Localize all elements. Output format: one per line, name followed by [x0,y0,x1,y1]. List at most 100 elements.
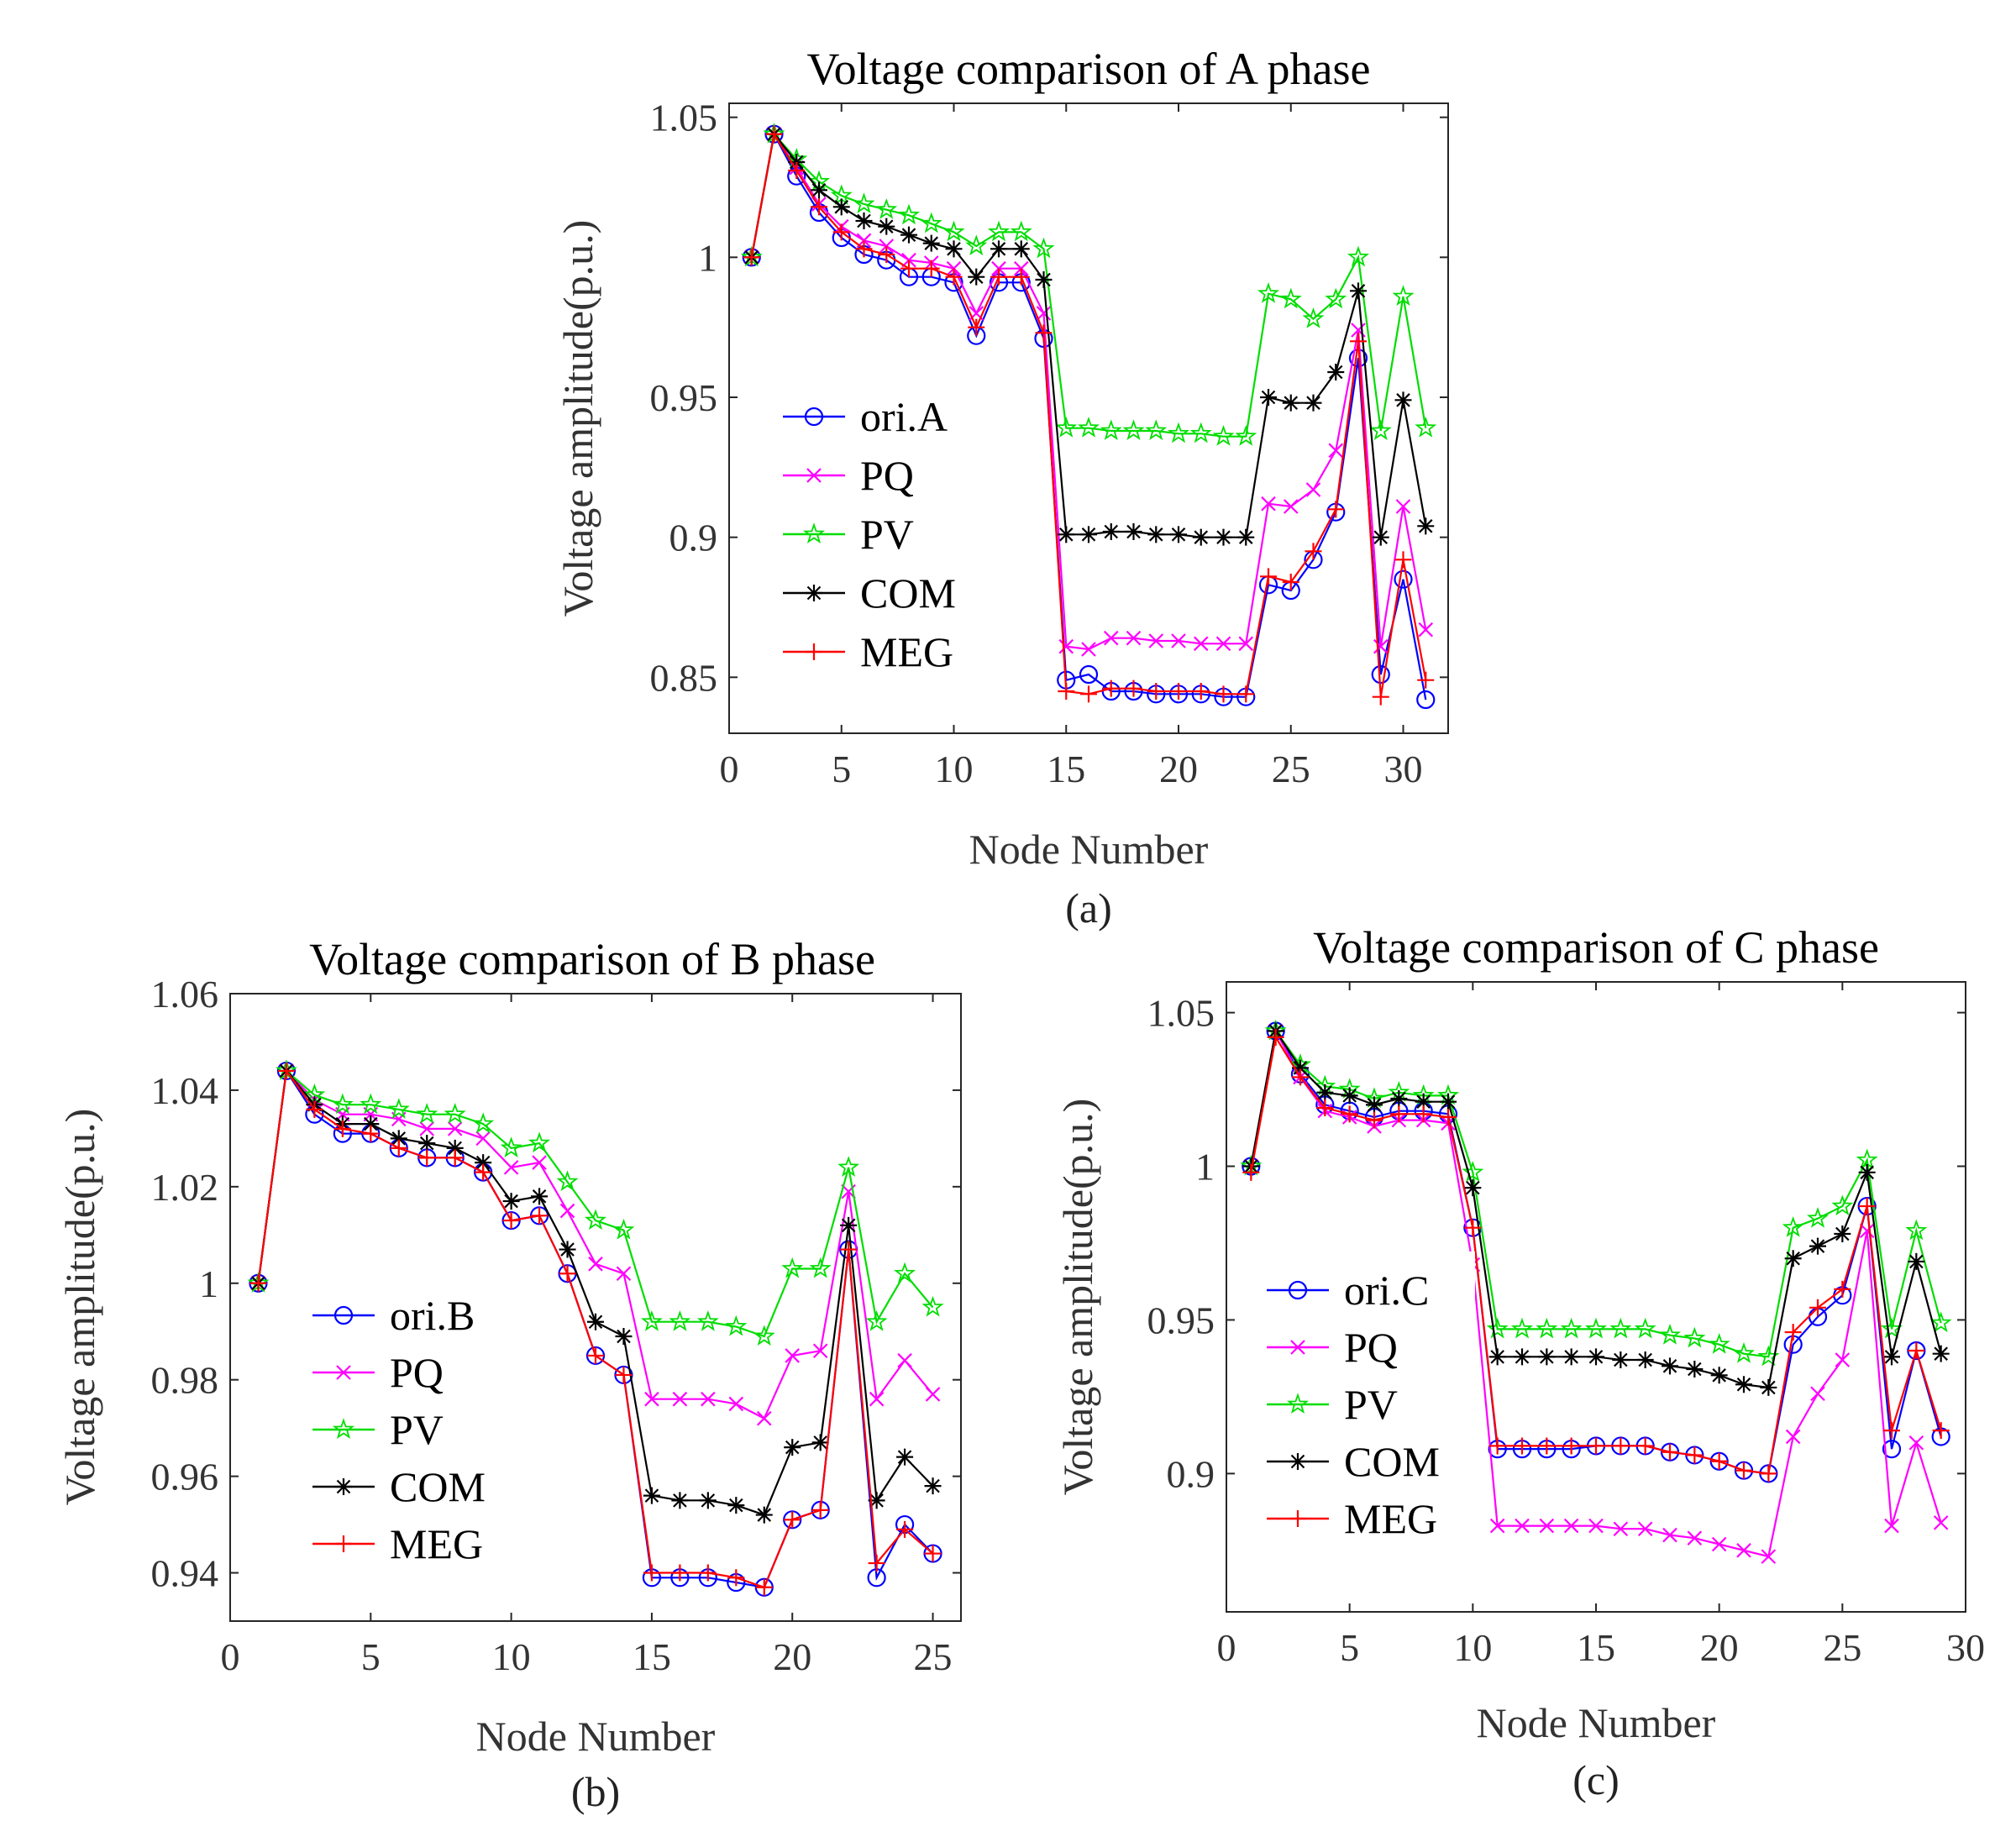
point-com [1417,517,1435,535]
x-tick-label: 10 [935,748,974,790]
point-com [643,1487,660,1504]
point-pq [1588,1518,1604,1534]
point-pq [1761,1549,1777,1564]
legend-c: ori.C PQ PV COM MEG [1257,1252,1475,1542]
point-meg [755,1578,773,1596]
point-pv [1257,282,1280,303]
point-pq [672,1391,688,1407]
legend-marker [806,643,822,660]
legend-marker [1288,1280,1308,1300]
point-meg [1125,680,1142,697]
legend-item-com: COM [312,1463,486,1510]
point-pv [416,1103,438,1124]
point-meg [1192,683,1210,700]
point-meg [699,1564,717,1582]
point-com [1612,1351,1630,1368]
point-meg [1784,1324,1802,1341]
point-com [1192,528,1210,546]
point-pq [1373,638,1389,654]
point-meg [922,260,940,277]
x-tick-label: 15 [1577,1626,1615,1669]
point-meg [249,1274,267,1292]
point-com [1394,391,1412,409]
point-meg [1327,501,1345,518]
series-a [740,123,1437,710]
x-tick-label: 25 [1823,1626,1861,1669]
point-com [1440,1093,1457,1110]
point-meg [868,1555,885,1572]
point-pq [1261,496,1276,512]
point-com [1012,240,1030,258]
point-meg [811,198,827,216]
point-meg [277,1062,295,1079]
point-com [1237,528,1255,546]
point-com [1327,364,1345,380]
legend-label: PV [860,511,914,558]
point-pv [942,220,965,242]
x-tick-label: 5 [361,1635,381,1678]
point-pq [1662,1527,1677,1543]
point-pq [644,1391,659,1407]
legend-item-com: COM [1267,1438,1440,1485]
point-pq [1637,1521,1653,1536]
point-pq [1785,1429,1801,1445]
point-meg [855,240,873,258]
point-com [1514,1348,1530,1366]
point-meg [1908,1342,1925,1360]
point-pv [1708,1333,1730,1354]
point-ori [1079,664,1099,685]
legend-label: PV [1344,1381,1398,1428]
legend-item-pv: PV [783,511,914,558]
point-com [587,1313,604,1330]
legend-marker [806,468,822,483]
point-pq [728,1396,744,1412]
point-pv [472,1112,495,1134]
point-pv [1302,307,1325,328]
point-pq [1835,1352,1851,1367]
point-meg [765,125,783,143]
point-com [968,268,985,286]
x-tick-label: 20 [773,1635,811,1678]
point-pv [1584,1317,1608,1339]
point-com [727,1497,745,1514]
point-ori [1394,569,1413,589]
point-com [1080,526,1097,543]
point-com [1292,1059,1309,1077]
point-com [1390,1090,1408,1108]
point-com [896,1448,914,1466]
point-meg [306,1100,323,1118]
point-meg [1440,1108,1457,1126]
point-pv [1462,1161,1484,1182]
ticks-a: 0 5 10 15 20 25 30 0.85 0.9 0.95 1 1.05 [650,97,1448,790]
caption-a: (a) [1065,884,1112,931]
point-meg [1242,1163,1260,1181]
point-pv [1077,417,1100,438]
point-pq [1395,499,1411,514]
point-pq [1215,636,1231,652]
y-tick-label: 0.94 [151,1552,219,1595]
x-tick-label: 5 [1340,1626,1359,1669]
point-com [1908,1252,1925,1270]
point-pv [1831,1194,1854,1216]
point-com [945,240,963,258]
point-pq [1193,636,1209,652]
point-pv [444,1103,466,1124]
point-com [840,1216,858,1234]
point-meg [362,1125,380,1142]
point-pv [1032,237,1055,259]
legend-label: ori.B [390,1292,475,1339]
point-pv [1189,422,1212,443]
point-com [418,1135,436,1152]
point-com [1215,528,1232,546]
point-pv [1510,1317,1534,1339]
legend-a: ori.A PQ PV COM MEG [773,386,991,676]
point-com [475,1154,492,1172]
y-tick-label: 1.02 [151,1166,219,1209]
legend-marker [804,407,824,427]
point-pv [1347,245,1370,267]
point-meg [811,1501,829,1519]
x-axis-label-b: Node Number [476,1713,716,1760]
x-tick-label: 5 [832,748,851,790]
y-tick-label: 0.95 [650,376,718,419]
